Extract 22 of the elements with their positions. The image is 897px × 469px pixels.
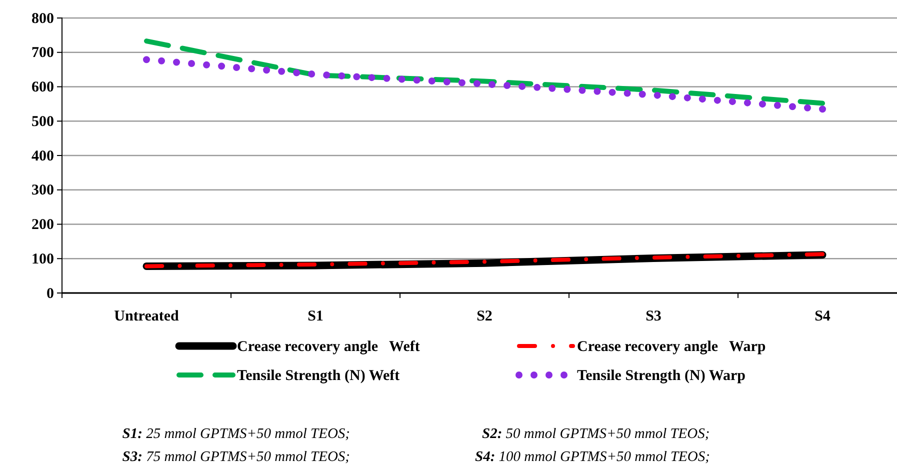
y-tick-label: 500: [32, 114, 54, 130]
y-tick-label: 700: [32, 45, 54, 62]
y-tick-label: 600: [32, 80, 54, 96]
legend-label: Tensile Strength (N) Warp: [577, 368, 746, 384]
y-tick-label: 300: [32, 182, 54, 199]
y-tick-label: 100: [32, 251, 54, 268]
text: S4: 100 mmol GPTMS+50 mmol TEOS;: [475, 449, 710, 465]
x-tick-label: S3: [646, 308, 662, 325]
x-tick-label: S2: [476, 308, 492, 325]
x-tick-label: Untreated: [114, 308, 180, 325]
y-tick-label: 0: [46, 286, 54, 302]
legend-label: Tensile Strength (N) Weft: [237, 368, 400, 384]
legend-label: Crease recovery angle Warp: [577, 339, 766, 355]
y-tick-label: 400: [32, 148, 54, 164]
text: S1: 25 mmol GPTMS+50 mmol TEOS;: [122, 426, 350, 442]
y-tick-label: 800: [32, 10, 54, 27]
text: S2: 50 mmol GPTMS+50 mmol TEOS;: [482, 426, 710, 442]
x-tick-label: S1: [308, 308, 324, 325]
x-tick-label: S4: [814, 308, 831, 325]
legend-label: Crease recovery angle Weft: [237, 339, 420, 355]
text: S3: 75 mmol GPTMS+50 mmol TEOS;: [122, 449, 350, 465]
y-tick-label: 200: [32, 217, 54, 234]
